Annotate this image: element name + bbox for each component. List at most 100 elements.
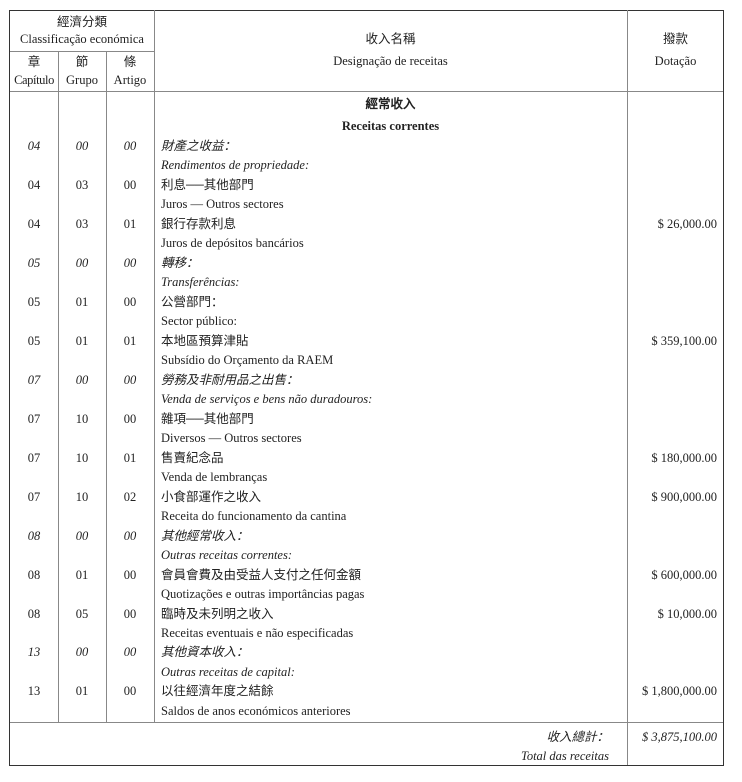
designation-cn: 財產之收益： xyxy=(161,139,237,153)
designation-cn: 公營部門： xyxy=(161,294,224,309)
allocation-amount: $ 600,000.00 xyxy=(651,567,717,582)
article-code: 00 xyxy=(123,139,137,153)
divider xyxy=(10,722,723,723)
article-code: 00 xyxy=(123,567,137,582)
group-code: 03 xyxy=(75,177,89,192)
designation-cn: 以往經濟年度之結餘 xyxy=(161,684,274,699)
article-code: 00 xyxy=(123,255,137,270)
group-code: 01 xyxy=(75,567,89,582)
divider xyxy=(106,51,107,722)
classification-header-cn: 經濟分類 xyxy=(56,15,107,29)
designation-cn: 小食部運作之收入 xyxy=(161,489,262,504)
designation-cn: 其他經常收入： xyxy=(161,528,249,543)
divider xyxy=(10,91,723,92)
chapter-code: 05 xyxy=(27,294,41,309)
group-code: 10 xyxy=(75,450,89,465)
group-code: 03 xyxy=(75,216,89,231)
divider xyxy=(58,51,59,722)
section-title-pt: Receitas correntes xyxy=(341,119,440,133)
chapter-code: 13 xyxy=(27,684,41,699)
allocation-header-pt: Dotação xyxy=(654,54,697,68)
article-code: 00 xyxy=(123,177,137,192)
designation-header-cn: 收入名稱 xyxy=(365,32,416,46)
article-header-pt: Artigo xyxy=(113,73,147,87)
group-code: 00 xyxy=(75,372,89,387)
designation-pt: Rendimentos de propriedade: xyxy=(161,158,310,173)
designation-pt: Sector público: xyxy=(161,314,238,329)
designation-header-pt: Designação de receitas xyxy=(333,54,448,68)
article-code: 00 xyxy=(123,294,137,309)
divider xyxy=(627,10,628,765)
divider xyxy=(10,51,154,52)
designation-pt: Subsídio do Orçamento da RAEM xyxy=(161,353,334,368)
chapter-code: 04 xyxy=(27,177,41,192)
total-label-pt: Total das receitas xyxy=(521,749,609,763)
allocation-amount: $ 26,000.00 xyxy=(657,216,717,231)
chapter-code: 08 xyxy=(27,528,41,543)
group-code: 01 xyxy=(75,294,89,309)
chapter-header-pt: Capítulo xyxy=(14,73,54,87)
section-title-cn: 經常收入 xyxy=(365,97,416,111)
group-code: 01 xyxy=(75,333,89,348)
chapter-code: 08 xyxy=(27,567,41,582)
designation-cn: 勞務及非耐用品之出售： xyxy=(161,372,299,387)
designation-cn: 雜項──其他部門 xyxy=(161,411,254,426)
total-label-cn: 收入總計： xyxy=(546,730,609,744)
group-header-cn: 節 xyxy=(75,55,89,69)
chapter-code: 04 xyxy=(27,139,41,153)
article-code: 00 xyxy=(123,528,137,543)
chapter-code: 07 xyxy=(27,372,41,387)
article-code: 00 xyxy=(123,606,137,621)
chapter-code: 07 xyxy=(27,489,41,504)
article-code: 00 xyxy=(123,645,137,660)
article-code: 02 xyxy=(123,489,137,504)
designation-cn: 利息──其他部門 xyxy=(161,177,254,192)
designation-pt: Outras receitas de capital: xyxy=(161,664,295,679)
total-amount: $ 3,875,100.00 xyxy=(642,730,717,744)
designation-pt: Receita do funcionamento da cantina xyxy=(161,509,347,524)
allocation-header-cn: 撥款 xyxy=(662,32,688,46)
revenue-table xyxy=(9,10,724,766)
chapter-code: 07 xyxy=(27,450,41,465)
designation-cn: 本地區預算津貼 xyxy=(161,333,249,348)
group-header-pt: Grupo xyxy=(66,73,98,87)
designation-pt: Receitas eventuais e não especificadas xyxy=(161,626,354,640)
chapter-code: 05 xyxy=(27,255,41,270)
designation-pt: Transferências: xyxy=(161,275,240,290)
chapter-code: 07 xyxy=(27,411,41,426)
designation-pt: Venda de lembranças xyxy=(161,470,268,485)
classification-header-pt: Classificação económica xyxy=(20,32,144,46)
allocation-amount: $ 10,000.00 xyxy=(657,606,717,621)
designation-pt: Venda de serviços e bens não duradouros: xyxy=(161,392,373,407)
chapter-code: 13 xyxy=(27,645,41,660)
group-code: 00 xyxy=(75,139,89,153)
article-code: 01 xyxy=(123,333,137,348)
group-code: 05 xyxy=(75,606,89,621)
chapter-header-cn: 章 xyxy=(27,55,41,69)
allocation-amount: $ 1,800,000.00 xyxy=(642,684,717,699)
chapter-code: 05 xyxy=(27,333,41,348)
group-code: 10 xyxy=(75,411,89,426)
allocation-amount: $ 359,100.00 xyxy=(651,333,717,348)
designation-cn: 臨時及未列明之收入 xyxy=(161,606,274,621)
group-code: 01 xyxy=(75,684,89,699)
group-code: 10 xyxy=(75,489,89,504)
article-code: 00 xyxy=(123,684,137,699)
group-code: 00 xyxy=(75,645,89,660)
article-code: 00 xyxy=(123,372,137,387)
divider xyxy=(154,10,155,722)
article-code: 00 xyxy=(123,411,137,426)
designation-pt: Outras receitas correntes: xyxy=(161,548,292,563)
designation-cn: 售賣紀念品 xyxy=(161,450,224,465)
group-code: 00 xyxy=(75,255,89,270)
allocation-amount: $ 900,000.00 xyxy=(651,489,717,504)
designation-cn: 轉移： xyxy=(161,255,199,270)
article-code: 01 xyxy=(123,216,137,231)
chapter-code: 08 xyxy=(27,606,41,621)
designation-pt: Juros de depósitos bancários xyxy=(161,236,304,251)
designation-pt: Saldos de anos económicos anteriores xyxy=(161,703,351,718)
allocation-amount: $ 180,000.00 xyxy=(651,450,717,465)
designation-cn: 銀行存款利息 xyxy=(161,216,237,231)
designation-cn: 其他資本收入： xyxy=(161,645,249,660)
designation-pt: Quotizações e outras importâncias pagas xyxy=(161,587,365,602)
